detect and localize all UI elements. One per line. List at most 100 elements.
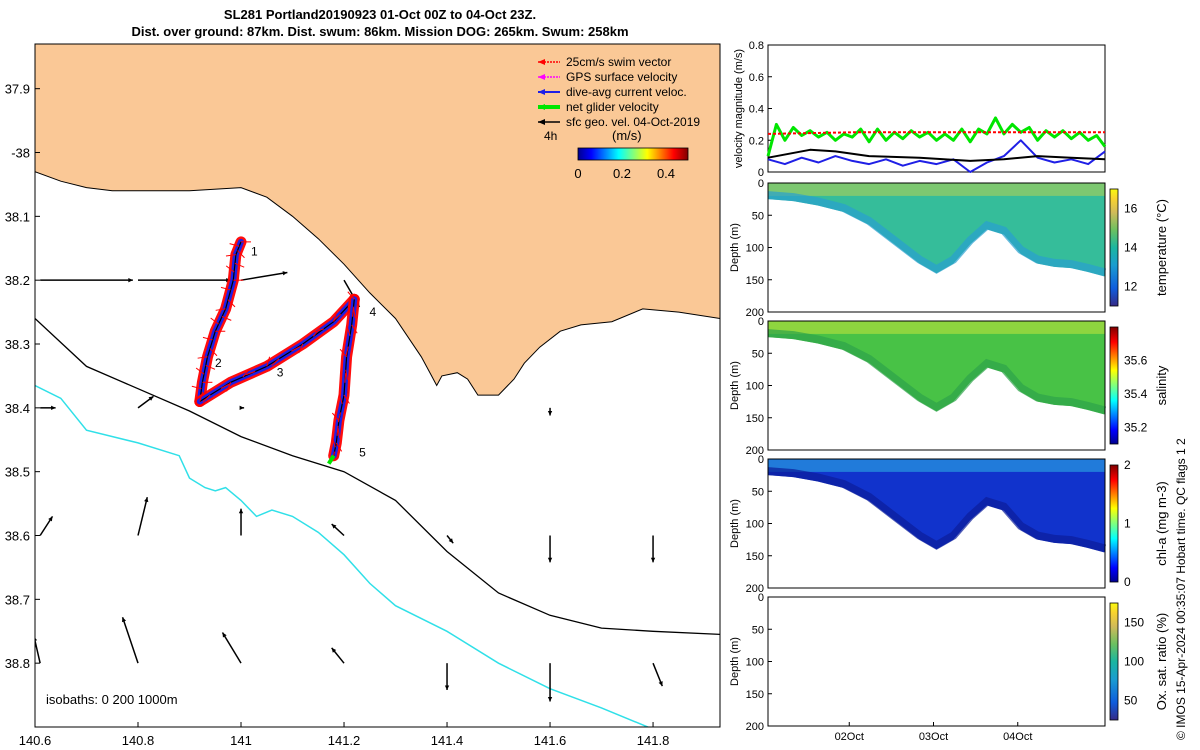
surface-velocity-arrowhead	[547, 696, 553, 702]
swim-vector-arrow	[242, 368, 250, 378]
salinity-colorbar-tick-label: 35.4	[1124, 387, 1148, 401]
time-xtick-label: 03Oct	[919, 731, 948, 743]
salinity-colorbar-tick-label: 35.6	[1124, 353, 1148, 367]
swim-vector-arrow	[271, 358, 280, 366]
map-frame	[34, 43, 721, 728]
salinity-ylabel: Depth (m)	[729, 361, 741, 410]
legend-label: dive-avg current veloc.	[566, 85, 687, 99]
swim-vector-arrow	[351, 324, 358, 334]
swim-vector-arrow	[312, 328, 321, 337]
oxygen-ytick-label: 150	[746, 689, 764, 701]
swim-vector-arrow	[226, 382, 232, 392]
chlorophyll-ylabel: Depth (m)	[729, 499, 741, 548]
swim-vector-arrow	[220, 383, 230, 389]
surface-velocity-arrow	[35, 637, 41, 664]
temperature-ytick-label: 150	[746, 275, 764, 287]
velocity-frame	[767, 44, 1106, 173]
speed-colorbar: 4h (m/s) 0 0.2 0.4	[544, 128, 689, 181]
temperature-colorbar-tick-label: 12	[1124, 280, 1138, 294]
swim-vector-arrow	[225, 265, 235, 273]
credit-text: © IMOS 15-Apr-2024 00:35:07 Hobart time.…	[1174, 438, 1188, 740]
temperature-ytick-label: 200	[746, 307, 764, 319]
map-xtick-label: 141.8	[637, 733, 670, 748]
land-polygon	[35, 44, 720, 396]
swim-vector-arrow	[333, 313, 342, 322]
temperature-ytick-label: 100	[746, 243, 764, 255]
chlorophyll-colorbar-tick-label: 0	[1124, 575, 1131, 589]
map-ytick-label: 38.8	[5, 656, 30, 671]
velocity-series-line	[767, 131, 1105, 135]
swim-vector-arrow	[205, 364, 216, 370]
waypoint-label: 4	[369, 305, 376, 319]
swim-vector-arrow	[221, 316, 232, 321]
surface-velocity-arrowhead	[144, 497, 149, 503]
waypoint-label: 3	[277, 366, 284, 380]
colorbar-extra-label: 4h	[544, 129, 557, 143]
swim-vector-arrow	[225, 254, 236, 257]
legend-arrowhead	[538, 119, 545, 125]
temperature-ylabel: Depth (m)	[729, 223, 741, 272]
legend-arrowhead	[538, 59, 545, 65]
salinity-ytick-label: 150	[746, 413, 764, 425]
chlorophyll-ytick-label: 150	[746, 551, 764, 563]
surface-velocity-arrowhead	[48, 516, 53, 522]
velocity-ytick-label: 0.2	[749, 135, 764, 147]
salinity-colorbar-tick-label: 35.2	[1124, 420, 1148, 434]
swim-vector-arrow	[331, 412, 340, 421]
surface-velocity-arrow	[137, 497, 149, 536]
map-xtick-label: 140.8	[122, 733, 155, 748]
surface-velocity-arrowhead	[658, 681, 663, 687]
net-velocity-mark	[327, 454, 336, 465]
oxygen-colorbar-tick-label: 50	[1124, 694, 1138, 708]
temperature-colorbar	[1109, 188, 1119, 307]
chlorophyll-colorbar-label: chl-a (mg m-3)	[1154, 481, 1169, 566]
salinity-ytick-label: 0	[758, 316, 764, 328]
surface-velocity-arrowhead	[239, 405, 245, 411]
swim-vector-arrow	[344, 372, 347, 383]
salinity-colorbar	[1109, 326, 1119, 445]
map-xtick-label: 140.6	[19, 733, 52, 748]
figure-subtitle: Dist. over ground: 87km. Dist. swum: 86k…	[131, 24, 629, 39]
velocity-ytick-label: 0.6	[749, 72, 764, 84]
track-line	[199, 241, 242, 402]
oxygen-colorbar	[1109, 602, 1119, 721]
map-plot-area: 1 2 3 4 5 isobaths: 0 200 1000m	[35, 44, 720, 727]
swim-vector-arrow	[347, 291, 355, 300]
legend-label: net glider velocity	[566, 100, 659, 114]
legend-label: GPS surface velocity	[566, 70, 677, 84]
time-xtick-label: 04Oct	[1003, 731, 1032, 743]
map-ytick-label: -38	[11, 146, 30, 161]
velocity-series-line	[767, 139, 1106, 173]
legend-label: 25cm/s swim vector	[566, 55, 671, 69]
colorbar-label: (m/s)	[612, 128, 642, 143]
chlorophyll-colorbar-tick-label: 2	[1124, 458, 1131, 472]
surface-velocity-arrowhead	[650, 557, 656, 563]
trajectory-map: 1 2 3 4 5 isobaths: 0 200 1000m 140.6 140.8 141 1…	[5, 43, 721, 748]
map-ytick-label: 38.6	[5, 529, 30, 544]
surface-velocity-arrowhead	[331, 647, 337, 653]
swim-vector-arrow	[199, 391, 204, 402]
legend-label: sfc geo. vel. 04-Oct-2019	[566, 115, 700, 129]
surface-velocity-arrowhead	[547, 557, 553, 563]
swim-vector-arrow	[314, 328, 325, 333]
surface-velocity-arrowhead	[222, 632, 227, 638]
map-xtick-label: 141.6	[534, 733, 567, 748]
swim-vector-arrow	[202, 336, 213, 341]
map-xtick-label: 141.2	[328, 733, 361, 748]
surface-velocity-arrowhead	[121, 617, 127, 623]
temperature-colorbar-label: temperature (°C)	[1154, 199, 1169, 296]
swim-vector-arrow	[209, 348, 218, 357]
surface-velocity-arrowhead	[51, 405, 56, 411]
salinity-surface-layer	[768, 321, 1105, 334]
swim-vector-arrow	[237, 250, 245, 259]
map-xtick-label: 141.4	[431, 733, 464, 748]
temperature-colorbar-tick-label: 14	[1124, 241, 1138, 255]
salinity-deep-layer	[767, 329, 1107, 415]
oxygen-colorbar-label: Ox. sat. ratio (%)	[1154, 613, 1169, 711]
temperature-ytick-label: 0	[758, 178, 764, 190]
isobath-note: isobaths: 0 200 1000m	[46, 692, 178, 707]
velocity-ytick-label: 0.4	[749, 104, 764, 116]
swim-vector-arrow	[191, 385, 202, 390]
